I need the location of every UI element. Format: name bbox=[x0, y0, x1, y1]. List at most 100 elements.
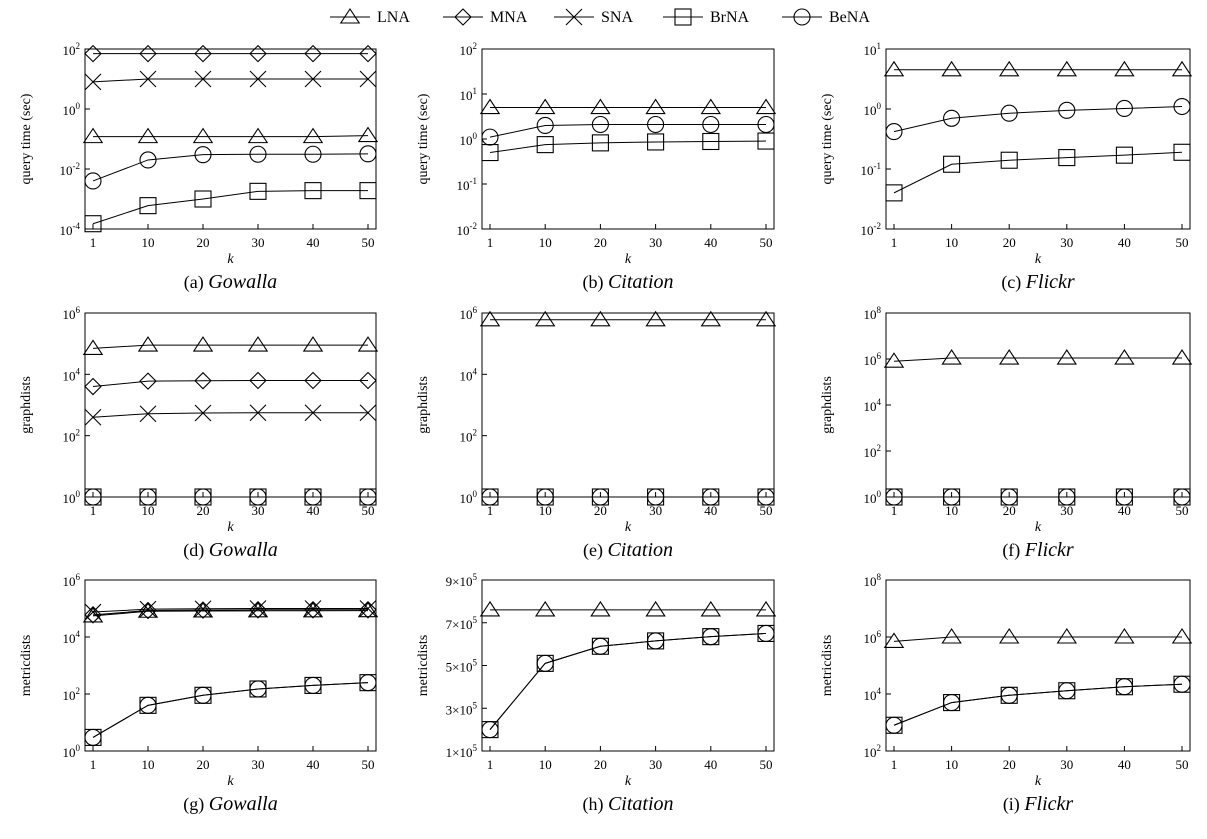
y-tick-label: 102 bbox=[864, 743, 882, 760]
data-point-triangle bbox=[941, 349, 962, 365]
data-point-circle bbox=[84, 488, 102, 506]
data-point-triangle bbox=[1171, 60, 1193, 77]
chart-panel-e: 1 10 20 30 40 50 100 102 104 106 k graphdists (e) Ci… bbox=[416, 305, 777, 561]
x-tick-label: 50 bbox=[362, 757, 375, 772]
data-point-circle bbox=[591, 115, 609, 134]
y-tick-label: 104 bbox=[864, 397, 882, 414]
data-point-triangle bbox=[82, 339, 104, 355]
chart-panel-f: 1 10 20 30 40 50 100 102 104 106 108 k graphdists (f)… bbox=[820, 305, 1193, 561]
panel-caption: (c) Flickr bbox=[1001, 271, 1075, 293]
x-tick-label: 20 bbox=[594, 503, 607, 518]
data-point-triangle bbox=[590, 98, 611, 115]
data-point-triangle bbox=[755, 600, 777, 617]
data-point-circle bbox=[304, 145, 322, 163]
data-point-triangle bbox=[534, 98, 556, 115]
x-tick-label: 30 bbox=[649, 235, 662, 250]
series-lna bbox=[82, 601, 379, 623]
x-tick-label: 30 bbox=[1060, 757, 1073, 772]
y-tick-label: 104 bbox=[63, 629, 81, 646]
series-brna bbox=[481, 132, 775, 162]
data-point-square bbox=[1058, 149, 1076, 167]
data-point-cross bbox=[139, 405, 157, 423]
data-point-circle bbox=[1173, 488, 1191, 506]
x-tick-label: 1 bbox=[891, 503, 898, 518]
y-tick-label: 10-2 bbox=[861, 221, 882, 238]
y-tick-label: 101 bbox=[864, 41, 882, 58]
plot-frame bbox=[481, 48, 775, 230]
y-tick-label: 100 bbox=[63, 489, 81, 506]
x-tick-label: 40 bbox=[704, 235, 717, 250]
data-point-square bbox=[304, 182, 322, 200]
data-point-diamond bbox=[359, 601, 377, 619]
series-line bbox=[93, 135, 369, 138]
data-point-triangle bbox=[534, 600, 556, 617]
series-sna bbox=[84, 70, 377, 91]
x-tick-label: 40 bbox=[307, 757, 320, 772]
y-tick-label: 104 bbox=[460, 366, 478, 383]
data-point-triangle bbox=[479, 310, 501, 327]
series-line bbox=[92, 682, 369, 738]
plot-frame bbox=[481, 312, 775, 498]
data-point-circle bbox=[1058, 682, 1076, 700]
y-axis-title: metricdists bbox=[820, 635, 835, 696]
data-point-triangle bbox=[1056, 627, 1078, 644]
data-point-triangle bbox=[137, 127, 159, 144]
x-tick-label: 10 bbox=[945, 503, 958, 518]
data-point-triangle bbox=[590, 310, 611, 327]
data-point-triangle bbox=[755, 98, 777, 115]
series-brna bbox=[84, 182, 377, 233]
y-tick-label: 102 bbox=[63, 41, 81, 58]
chart-panels: 1 10 20 30 40 50 10-4 10-2 100 102 k query time (se… bbox=[19, 41, 1193, 815]
data-point-diamond bbox=[84, 377, 102, 396]
data-point-diamond bbox=[139, 601, 157, 620]
series-lna bbox=[82, 126, 379, 144]
series-line bbox=[893, 357, 1182, 362]
chart-panel-h: 1 10 20 30 40 50 1×105 3×105 5×105 7×105 9×105 k met… bbox=[416, 572, 777, 815]
plot-frame bbox=[84, 312, 377, 498]
series-mna bbox=[84, 44, 377, 63]
plot-frame bbox=[885, 579, 1191, 752]
x-tick-label: 10 bbox=[142, 503, 155, 518]
data-point-cross bbox=[194, 404, 212, 422]
data-point-triangle bbox=[302, 601, 324, 618]
x-tick-label: 50 bbox=[362, 235, 375, 250]
data-point-triangle bbox=[247, 601, 269, 618]
data-point-circle bbox=[647, 488, 665, 506]
legend-marker-diamond bbox=[454, 8, 472, 26]
legend-label: BrNA bbox=[710, 9, 750, 26]
data-point-triangle bbox=[192, 601, 214, 618]
y-tick-label: 106 bbox=[460, 305, 478, 322]
y-tick-label: 106 bbox=[63, 305, 81, 322]
x-tick-label: 50 bbox=[760, 235, 773, 250]
x-axis-title: k bbox=[227, 252, 234, 267]
y-tick-label: 1×105 bbox=[446, 743, 478, 760]
data-point-circle bbox=[1173, 97, 1191, 116]
data-point-square bbox=[943, 155, 961, 173]
series-line bbox=[92, 609, 368, 616]
data-point-triangle bbox=[1171, 627, 1193, 644]
data-point-diamond bbox=[249, 601, 267, 619]
x-tick-label: 40 bbox=[1118, 235, 1131, 250]
x-tick-label: 30 bbox=[1060, 235, 1073, 250]
data-point-circle bbox=[249, 145, 267, 163]
series-bena bbox=[481, 488, 775, 506]
series-line bbox=[92, 78, 368, 83]
data-point-triangle bbox=[192, 336, 214, 352]
x-tick-label: 10 bbox=[539, 235, 552, 250]
x-axis-title: k bbox=[1035, 774, 1042, 789]
data-point-triangle bbox=[1114, 349, 1135, 365]
data-point-circle bbox=[757, 624, 775, 642]
legend-item-sna: SNA bbox=[554, 8, 633, 26]
legend-marker-square bbox=[674, 8, 692, 26]
data-point-circle bbox=[647, 115, 665, 134]
data-point-circle bbox=[647, 632, 665, 650]
x-tick-label: 1 bbox=[891, 757, 898, 772]
y-tick-label: 108 bbox=[864, 572, 882, 589]
x-tick-label: 10 bbox=[142, 757, 155, 772]
series-line bbox=[489, 140, 767, 154]
x-tick-label: 50 bbox=[1176, 235, 1189, 250]
data-point-square bbox=[194, 190, 212, 208]
series-line bbox=[893, 683, 1183, 726]
x-tick-label: 30 bbox=[252, 503, 265, 518]
